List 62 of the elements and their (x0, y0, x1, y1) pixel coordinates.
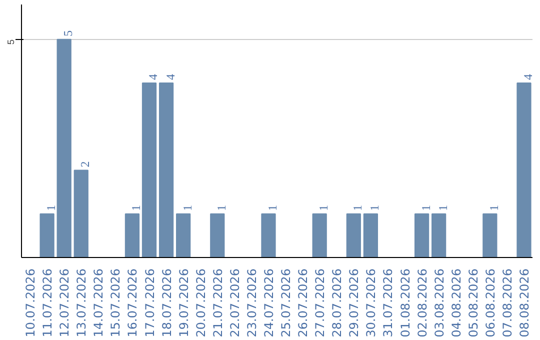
x-tick-label: 31.07.2026 (381, 268, 396, 338)
x-tick-label: 28.07.2026 (330, 268, 344, 338)
x-tick-label: 07.08.2026 (500, 268, 514, 338)
data-label: 4 (163, 74, 178, 80)
x-tick-label: 26.07.2026 (296, 268, 310, 338)
x-tick-label: 15.07.2026 (108, 268, 123, 338)
x-tick-label: 30.07.2026 (364, 268, 378, 338)
x-tick-label: 10.07.2026 (24, 268, 38, 338)
x-tick-label: 21.07.2026 (210, 268, 225, 338)
data-label: 1 (418, 204, 433, 211)
x-tick-label: 02.08.2026 (415, 268, 430, 338)
bar (363, 213, 378, 258)
x-tick-label: 14.07.2026 (92, 268, 106, 338)
bar (261, 213, 276, 258)
x-tick-label: 12.07.2026 (58, 268, 72, 338)
data-label: 5 (61, 30, 76, 36)
x-tick-label: 13.07.2026 (74, 268, 89, 338)
data-label: 1 (180, 204, 194, 211)
bar (414, 213, 430, 258)
x-tick-label: 20.07.2026 (194, 268, 208, 338)
x-tick-label: 17.07.2026 (142, 268, 157, 338)
x-tick-label: 04.08.2026 (449, 268, 464, 338)
x-tick-label: 05.08.2026 (466, 268, 480, 338)
bar (516, 82, 532, 258)
data-label: 4 (520, 74, 535, 80)
x-tick-label: 08.08.2026 (517, 268, 532, 338)
data-label: 1 (436, 204, 450, 211)
x-tick-label: 06.08.2026 (483, 268, 498, 338)
bar (124, 213, 140, 258)
data-label: 1 (486, 204, 501, 211)
x-tick-label: 27.07.2026 (313, 268, 328, 338)
x-tick-label: 19.07.2026 (176, 268, 191, 338)
bar (40, 213, 54, 258)
bar (142, 82, 157, 258)
x-tick-label: 01.08.2026 (398, 268, 412, 338)
data-label: 1 (265, 204, 280, 211)
x-tick-label: 16.07.2026 (126, 268, 140, 338)
x-tick-label: 03.08.2026 (432, 268, 446, 338)
data-label: 2 (78, 161, 92, 168)
x-tick-label: 18.07.2026 (160, 268, 174, 338)
x-tick-label: 23.07.2026 (244, 268, 259, 338)
x-tick-label: 24.07.2026 (262, 268, 276, 338)
x-tick-label: 22.07.2026 (228, 268, 242, 338)
x-tick-label: 11.07.2026 (40, 268, 55, 338)
data-label: 1 (129, 204, 144, 211)
data-label: 4 (146, 74, 160, 80)
data-label: 1 (214, 204, 228, 211)
x-tick-label: 29.07.2026 (347, 268, 362, 338)
bar (432, 213, 446, 258)
data-label: 1 (350, 204, 365, 211)
bar (158, 82, 174, 258)
data-label: 1 (316, 204, 331, 211)
bar (176, 213, 191, 258)
data-label: 1 (368, 204, 382, 211)
bar (346, 213, 361, 258)
bar (312, 213, 327, 258)
bar (482, 213, 498, 258)
bar (56, 38, 72, 258)
x-tick-label: 25.07.2026 (279, 268, 294, 338)
bar (210, 213, 225, 258)
data-label: 1 (44, 204, 58, 211)
bar (74, 170, 88, 258)
